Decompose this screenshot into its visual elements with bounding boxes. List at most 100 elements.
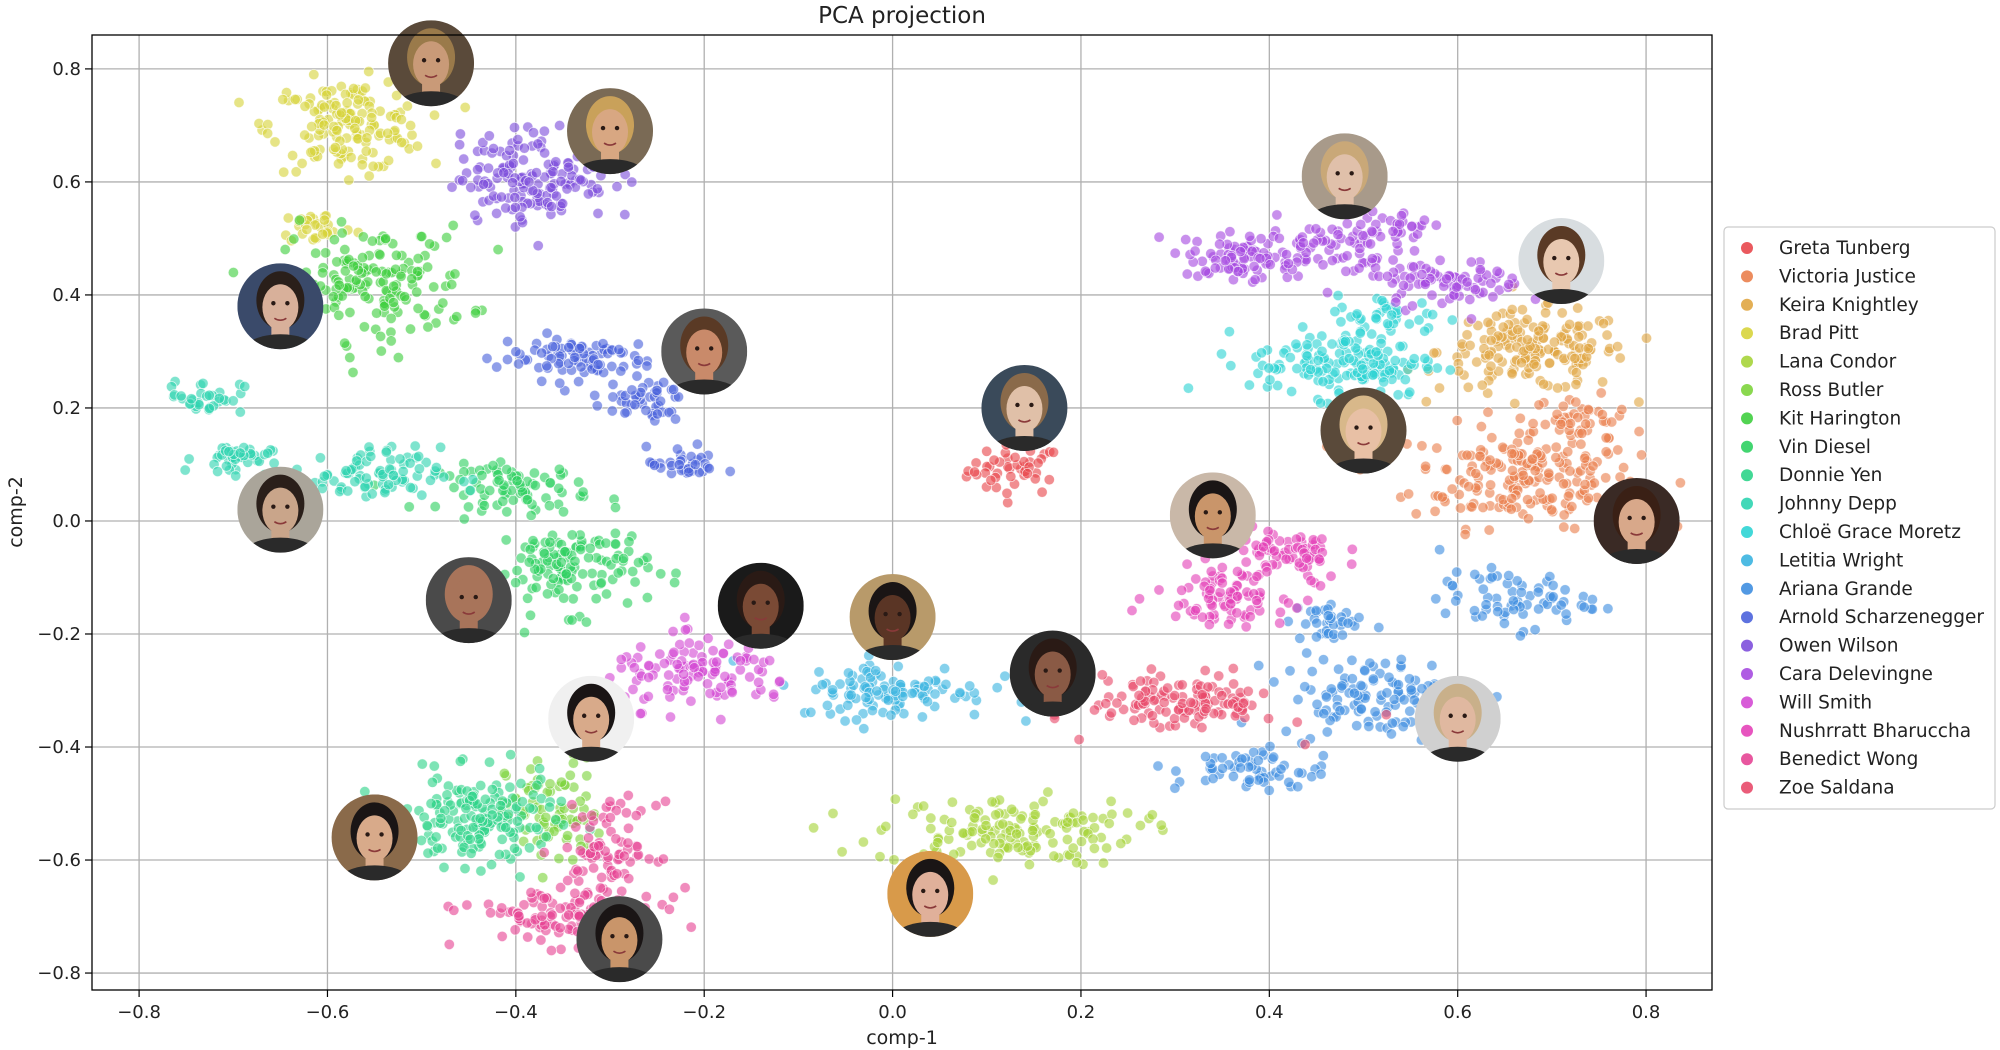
scatter-point [1310,604,1322,617]
portrait-mouth [584,730,598,734]
portrait-face [262,487,299,534]
scatter-point [530,167,543,179]
scatter-point [197,377,209,389]
scatter-point [925,822,937,835]
scatter-point [836,846,848,858]
scatter-point [361,132,373,144]
scatter-point [1316,533,1328,545]
scatter-point [946,796,959,808]
scatter-point [1225,598,1237,610]
scatter-point [1320,691,1333,703]
scatter-point [500,534,512,546]
portrait-face [874,595,911,642]
scatter-point [1548,336,1561,348]
scatter-point [293,214,306,226]
scatter-point [411,265,424,278]
scatter-point [465,847,477,859]
scatter-point [569,555,581,567]
scatter-point [375,345,387,357]
scatter-point [1088,842,1101,855]
scatter-point [724,465,736,477]
scatter-point [385,335,397,347]
scatter-point [1274,617,1286,629]
scatter-point [329,141,341,154]
scatter-point [1357,230,1369,242]
scatter-point [486,783,498,796]
scatter-point [1301,647,1313,659]
portrait-eye [921,888,926,894]
scatter-point [486,809,498,821]
scatter-point [1389,354,1401,367]
portrait-shoulders [244,334,317,350]
scatter-point [279,243,291,256]
scatter-point [394,453,406,465]
scatter-point [484,907,497,919]
scatter-point [1483,524,1495,536]
portrait-shoulders [1327,458,1400,474]
scatter-point [626,176,638,188]
scatter-point [1600,446,1612,458]
legend-label: Lana Condor [1779,352,1897,373]
y-tick-label: 0.0 [52,511,81,532]
scatter-point [1547,591,1559,603]
scatter-point [523,556,535,568]
scatter-point [464,833,476,845]
scatter-point [504,781,516,793]
portrait-cara-delevingne [1301,133,1388,220]
scatter-point [524,802,536,814]
scatter-point [1420,460,1432,472]
scatter-point [477,137,489,149]
scatter-point [1333,663,1345,675]
scatter-point [1284,665,1296,677]
scatter-point [1190,573,1202,585]
scatter-point [582,188,595,200]
scatter-point [1305,363,1317,376]
scatter-point [347,260,360,272]
scatter-point [493,474,505,486]
scatter-point [1317,259,1329,271]
portrait-shoulders [856,645,929,661]
scatter-point [1244,611,1256,623]
scatter-point [709,666,721,678]
scatter-point [640,890,652,903]
scatter-point [1067,842,1079,854]
scatter-point [1381,270,1394,282]
scatter-point [701,678,714,690]
x-tick-label: 0.4 [1255,1002,1284,1023]
scatter-point [278,166,290,178]
scatter-point [640,404,652,416]
legend-item: Ariana Grande [1741,579,1913,600]
scatter-point [1283,776,1295,788]
scatter-point [1474,450,1486,462]
legend: Greta Tunberg Victoria Justice Keira Knigh… [1723,226,1996,810]
portrait-eye [1627,515,1632,521]
scatter-point [1506,448,1518,460]
scatter-point [1169,782,1181,794]
scatter-point [1550,441,1562,453]
scatter-point [424,474,437,486]
scatter-point [880,820,892,833]
scatter-point [1101,842,1113,854]
scatter-point [1048,850,1060,862]
portrait-eye [1368,425,1373,430]
scatter-point [999,670,1011,682]
legend-marker [1741,753,1753,766]
scatter-point [642,690,654,703]
scatter-point [1237,697,1250,709]
scatter-point [560,568,572,580]
portrait-face [1034,651,1071,698]
scatter-point [183,453,195,465]
scatter-point [1408,261,1420,273]
scatter-point [615,365,627,377]
scatter-point [487,459,499,472]
scatter-point [1588,477,1600,489]
scatter-point [382,154,395,167]
portrait-eye [473,594,478,600]
scatter-point [1341,250,1353,262]
scatter-point [474,812,486,825]
scatter-point [538,548,551,560]
scatter-point [319,247,332,259]
portrait-shoulders [1176,543,1249,559]
scatter-point [1582,342,1594,354]
